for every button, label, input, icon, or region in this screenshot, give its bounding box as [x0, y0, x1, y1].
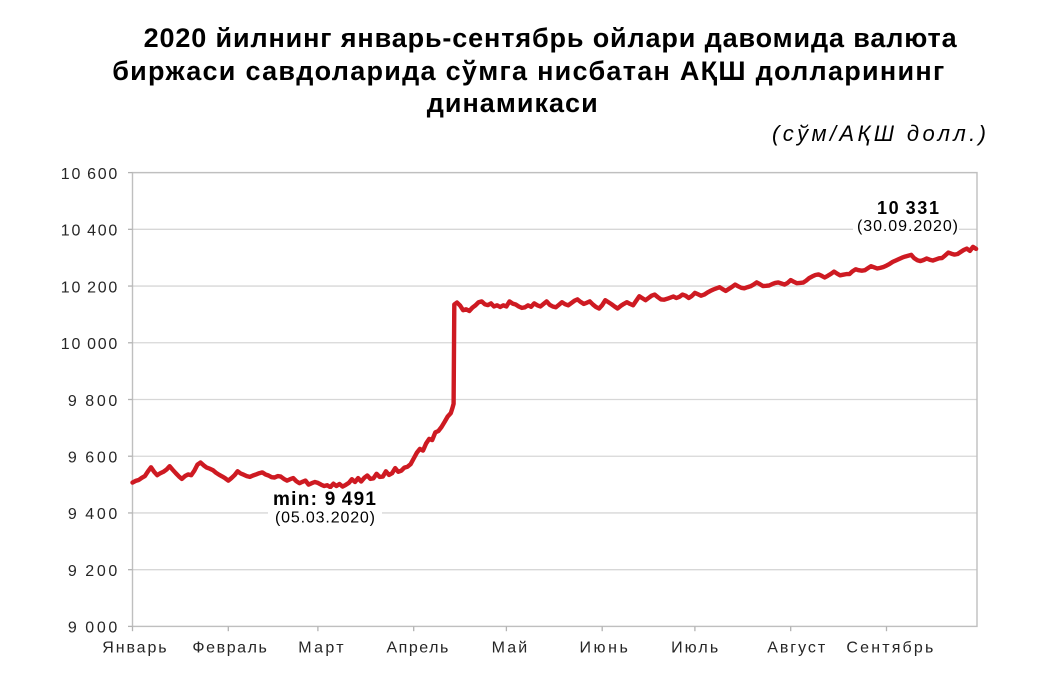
svg-text:9 400: 9 400: [68, 506, 117, 523]
svg-text:Январь: Январь: [102, 640, 166, 657]
svg-text:Июнь: Июнь: [580, 640, 628, 657]
svg-text:динамикаси: динамикаси: [427, 88, 598, 118]
svg-text:10 200: 10 200: [61, 279, 118, 296]
svg-text:10 000: 10 000: [61, 336, 118, 353]
svg-text:(сўм/АҚШ долл.): (сўм/АҚШ долл.): [772, 121, 986, 146]
svg-text:9 000: 9 000: [68, 620, 117, 637]
svg-text:(05.03.2020): (05.03.2020): [275, 510, 375, 527]
svg-text:Июль: Июль: [671, 640, 718, 657]
svg-text:9 800: 9 800: [68, 393, 117, 410]
svg-text:(30.09.2020): (30.09.2020): [857, 218, 958, 235]
svg-text:биржаси савдоларида сўмга нисб: биржаси савдоларида сўмга нисбатан АҚШ д…: [112, 56, 944, 86]
svg-text:Март: Март: [298, 640, 344, 657]
svg-text:10 400: 10 400: [61, 223, 118, 240]
svg-text:Февраль: Февраль: [192, 640, 267, 657]
svg-text:10 331: 10 331: [877, 198, 939, 218]
svg-text:10 600: 10 600: [61, 166, 118, 183]
svg-text:9 600: 9 600: [68, 450, 117, 467]
svg-text:Апрель: Апрель: [387, 640, 449, 657]
svg-text:Май: Май: [492, 640, 528, 657]
svg-text:2020 йилнинг январь-сентябрь о: 2020 йилнинг январь-сентябрь ойлари даво…: [144, 23, 958, 53]
svg-text:9 200: 9 200: [68, 563, 117, 580]
svg-text:min: 9 491: min: 9 491: [273, 489, 376, 510]
